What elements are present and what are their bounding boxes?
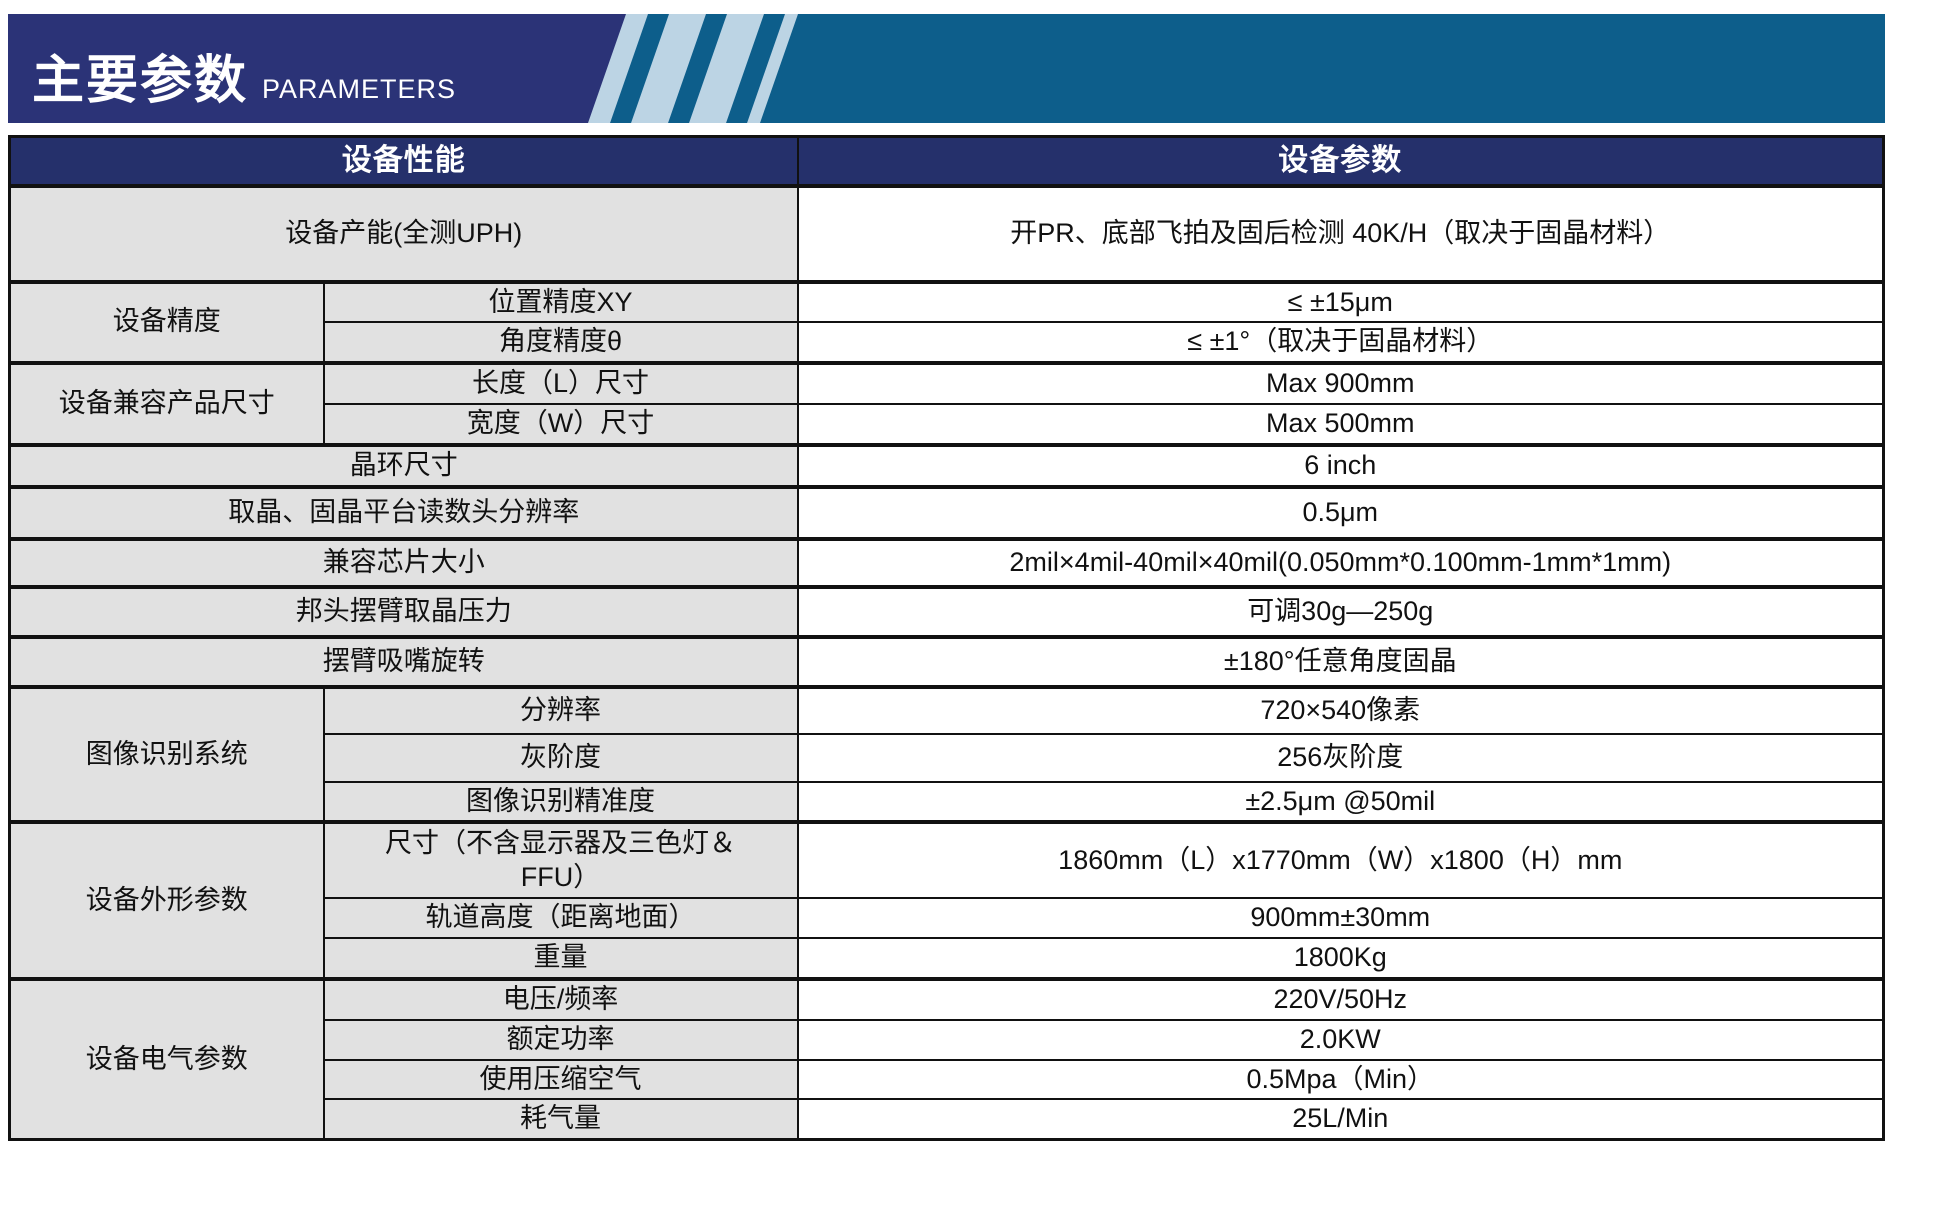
parameters-table: 设备性能 设备参数 设备产能(全测UPH) 开PR、底部飞拍及固后检测 40K/… xyxy=(8,135,1885,1141)
spec-group-cell: 设备精度 xyxy=(8,279,325,364)
spec-value-cell: ±2.5μm @50mil xyxy=(796,780,1885,824)
spec-group-cell: 设备外形参数 xyxy=(8,820,325,980)
spec-value-cell: ≤ ±1°（取决于固晶材料） xyxy=(796,321,1885,364)
spec-label-cell: 使用压缩空气 xyxy=(322,1058,799,1101)
page-title-en: PARAMETERS xyxy=(262,74,457,104)
table-row: 角度精度θ ≤ ±1°（取决于固晶材料） xyxy=(10,321,1885,364)
diagonal-stripes-decoration xyxy=(588,14,800,123)
spec-label-cell: 晶环尺寸 xyxy=(8,442,799,488)
table-row: 重量 1800Kg xyxy=(10,937,1885,980)
table-row: 使用压缩空气 0.5Mpa（Min） xyxy=(10,1058,1885,1101)
spec-value-cell: 900mm±30mm xyxy=(796,897,1885,940)
table-row: 耗气量 25L/Min xyxy=(10,1098,1885,1141)
spec-value-cell: 1800Kg xyxy=(796,937,1885,980)
spec-label-cell: 额定功率 xyxy=(322,1018,799,1061)
spec-label-cell: 轨道高度（距离地面） xyxy=(322,897,799,940)
spec-value-cell: 220V/50Hz xyxy=(796,977,1885,1021)
table-row: 设备产能(全测UPH) 开PR、底部飞拍及固后检测 40K/H（取决于固晶材料） xyxy=(8,183,1885,283)
table-row: 设备精度 位置精度XY ≤ ±15μm xyxy=(8,279,1885,364)
table-row: 图像识别精准度 ±2.5μm @50mil xyxy=(10,780,1885,824)
spec-label-cell: 尺寸（不含显示器及三色灯＆ FFU） xyxy=(322,820,799,900)
spec-label-cell: 摆臂吸嘴旋转 xyxy=(8,634,799,688)
spec-label-cell: 角度精度θ xyxy=(322,321,799,364)
spec-group-cell: 设备电气参数 xyxy=(8,977,325,1141)
column-header-parameters: 设备参数 xyxy=(796,135,1885,187)
spec-value-cell: Max 500mm xyxy=(796,403,1885,446)
spec-label-cell: 兼容芯片大小 xyxy=(8,536,799,588)
spec-value-cell: 开PR、底部飞拍及固后检测 40K/H（取决于固晶材料） xyxy=(796,183,1885,283)
spec-label-cell: 设备产能(全测UPH) xyxy=(8,183,799,283)
page-title: 主要参数 xyxy=(32,52,249,110)
spec-label-cell: 位置精度XY xyxy=(322,279,799,324)
spec-value-cell: 256灰阶度 xyxy=(796,732,1885,783)
spec-value-cell: 720×540像素 xyxy=(796,684,1885,735)
table-row: 摆臂吸嘴旋转 ±180°任意角度固晶 xyxy=(8,634,1885,688)
spec-label-cell: 取晶、固晶平台读数头分辨率 xyxy=(8,484,799,540)
banner-title: 主要参数 PARAMETERS xyxy=(32,55,456,107)
spec-value-cell: 6 inch xyxy=(796,442,1885,488)
table-row: 宽度（W）尺寸 Max 500mm xyxy=(10,403,1885,446)
spec-value-cell: 2mil×4mil-40mil×40mil(0.050mm*0.100mm-1m… xyxy=(796,536,1885,588)
spec-value-cell: 0.5Mpa（Min） xyxy=(796,1058,1885,1101)
banner-right-band xyxy=(760,14,1885,123)
spec-label-cell: 图像识别精准度 xyxy=(322,780,799,824)
column-header-performance: 设备性能 xyxy=(8,135,799,187)
spec-label-cell: 长度（L）尺寸 xyxy=(322,361,799,405)
table-row: 灰阶度 256灰阶度 xyxy=(10,732,1885,783)
spec-value-cell: 25L/Min xyxy=(796,1098,1885,1141)
diagonal-stripe xyxy=(668,14,727,123)
table-row: 轨道高度（距离地面） 900mm±30mm xyxy=(10,897,1885,940)
table-row: 兼容芯片大小 2mil×4mil-40mil×40mil(0.050mm*0.1… xyxy=(8,536,1885,588)
spec-group-cell: 设备兼容产品尺寸 xyxy=(8,361,325,446)
spec-label-cell: 耗气量 xyxy=(322,1098,799,1141)
table-row: 图像识别系统 分辨率 720×540像素 xyxy=(8,684,1885,824)
spec-value-cell: ≤ ±15μm xyxy=(796,279,1885,324)
table-row: 设备兼容产品尺寸 长度（L）尺寸 Max 900mm xyxy=(8,361,1885,446)
spec-value-cell: Max 900mm xyxy=(796,361,1885,405)
spec-label-cell: 邦头摆臂取晶压力 xyxy=(8,584,799,638)
spec-label-cell: 分辨率 xyxy=(322,684,799,735)
spec-label-cell: 重量 xyxy=(322,937,799,980)
spec-label-cell: 灰阶度 xyxy=(322,732,799,783)
table-row: 取晶、固晶平台读数头分辨率 0.5μm xyxy=(8,484,1885,540)
table-row: 邦头摆臂取晶压力 可调30g—250g xyxy=(8,584,1885,638)
spec-value-cell: 1860mm（L）x1770mm（W）x1800（H）mm xyxy=(796,820,1885,900)
diagonal-stripe xyxy=(610,14,669,123)
spec-label-cell: 电压/频率 xyxy=(322,977,799,1021)
table-row: 晶环尺寸 6 inch xyxy=(8,442,1885,488)
spec-group-cell: 图像识别系统 xyxy=(8,684,325,824)
spec-label-cell: 宽度（W）尺寸 xyxy=(322,403,799,446)
spec-value-cell: 2.0KW xyxy=(796,1018,1885,1061)
table-header-row: 设备性能 设备参数 xyxy=(8,135,1885,187)
spec-value-cell: 可调30g—250g xyxy=(796,584,1885,638)
table-row: 额定功率 2.0KW xyxy=(10,1018,1885,1061)
spec-value-cell: 0.5μm xyxy=(796,484,1885,540)
spec-value-cell: ±180°任意角度固晶 xyxy=(796,634,1885,688)
table-row: 设备电气参数 电压/频率 220V/50Hz xyxy=(8,977,1885,1141)
table-row: 设备外形参数 尺寸（不含显示器及三色灯＆ FFU） 1860mm（L）x1770… xyxy=(8,820,1885,980)
parameters-banner: 主要参数 PARAMETERS xyxy=(8,14,1885,123)
